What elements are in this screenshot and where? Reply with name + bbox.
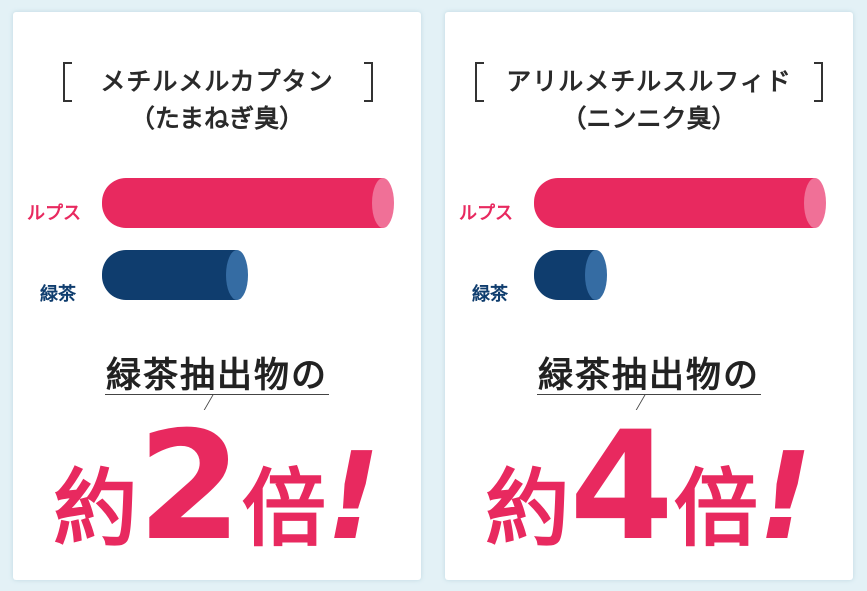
- bar-end-cap: [372, 178, 394, 228]
- ratio-suffix: 倍: [673, 460, 758, 558]
- chart-panel-allyl-methyl-sulfide: アリルメチルスルフィド （ニンニク臭） ルプス 緑茶 緑茶抽出物の 約4倍!: [445, 12, 853, 580]
- ratio-suffix: 倍: [241, 460, 326, 558]
- category-label-green-tea: 緑茶: [40, 284, 76, 305]
- category-label-lupus: ルプス: [459, 203, 513, 224]
- callout-underline: [537, 394, 761, 395]
- left-bracket: [475, 62, 484, 102]
- category-label-lupus: ルプス: [27, 203, 81, 224]
- ratio-number: 2: [137, 400, 242, 574]
- bar-end-cap: [804, 178, 826, 228]
- bar-body: [102, 178, 383, 228]
- bar-body: [534, 178, 815, 228]
- chart-title: アリルメチルスルフィド: [506, 67, 792, 96]
- chart-title-block: メチルメルカプタン （たまねぎ臭）: [13, 62, 421, 136]
- bar-lupus: [534, 178, 826, 228]
- ratio-callout: 約2倍!: [13, 400, 421, 574]
- ratio-callout: 約4倍!: [445, 400, 853, 574]
- bar-end-cap: [226, 250, 248, 300]
- ratio-prefix: 約: [485, 460, 570, 558]
- right-bracket: [364, 62, 373, 102]
- ratio-prefix: 約: [53, 460, 138, 558]
- category-label-green-tea: 緑茶: [472, 284, 508, 305]
- comparison-lead-text: 緑茶抽出物の: [105, 356, 328, 396]
- chart-title-block: アリルメチルスルフィド （ニンニク臭）: [445, 62, 853, 136]
- callout-underline: [105, 394, 329, 395]
- bar-end-cap: [585, 250, 607, 300]
- bar-green-tea: [534, 250, 607, 300]
- left-bracket: [63, 62, 72, 102]
- ratio-number: 4: [569, 400, 674, 574]
- chart-subtitle: （ニンニク臭）: [561, 104, 737, 133]
- exclamation-mark: !: [325, 428, 381, 567]
- exclamation-mark: !: [757, 428, 813, 567]
- bar-green-tea: [102, 250, 248, 300]
- bar-lupus: [102, 178, 394, 228]
- chart-title: メチルメルカプタン: [100, 67, 334, 96]
- bar-body: [102, 250, 237, 300]
- chart-panel-methyl-mercaptan: メチルメルカプタン （たまねぎ臭） ルプス 緑茶 緑茶抽出物の 約2倍!: [13, 12, 421, 580]
- chart-subtitle: （たまねぎ臭）: [129, 104, 305, 133]
- right-bracket: [814, 62, 823, 102]
- comparison-lead-text: 緑茶抽出物の: [537, 356, 760, 396]
